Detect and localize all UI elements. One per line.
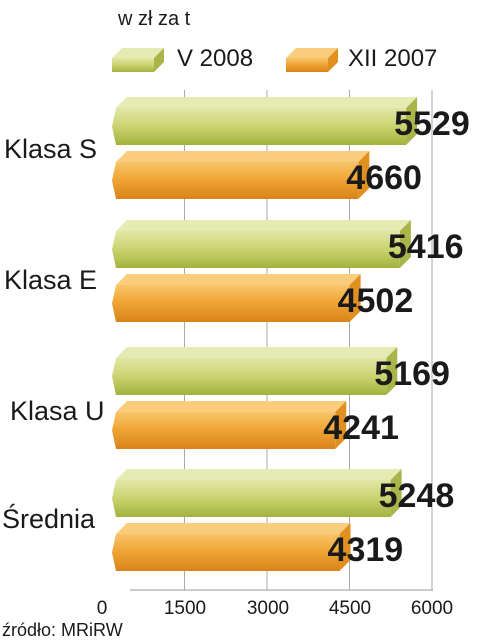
legend-label-v-2008: V 2008 (177, 45, 253, 72)
bar-srednia-v-2008 (112, 469, 402, 517)
x-tick-1500: 1500 (164, 598, 206, 619)
bar-top (116, 523, 351, 534)
bar-klasa-s-v-2008 (112, 97, 418, 145)
bar-side (406, 97, 418, 145)
bar-front (112, 412, 336, 449)
bar-front (112, 162, 359, 199)
bar-top (116, 151, 370, 162)
legend-swatch-v-2008 (112, 48, 164, 72)
bar-side (339, 523, 351, 571)
value-label-klasa-e-v-2008: 5416 (388, 228, 464, 266)
category-label-klasa-u: Klasa U (10, 396, 105, 426)
value-label-klasa-e-xii-2007: 4502 (338, 282, 414, 320)
bar-klasa-e-xii-2007 (112, 274, 361, 322)
bar-side (358, 151, 370, 199)
bar-front (112, 231, 400, 268)
bar-klasa-u-xii-2007 (112, 401, 347, 449)
bar-top (116, 274, 361, 285)
bar-top (116, 469, 402, 480)
swatch-top (112, 48, 164, 58)
bar-side (399, 220, 411, 268)
bar-front (112, 358, 387, 395)
bar-top (116, 401, 347, 412)
category-label-klasa-e: Klasa E (4, 265, 97, 295)
legend-swatch-xii-2007 (286, 48, 338, 72)
value-label-srednia-v-2008: 5248 (379, 477, 455, 515)
swatch-front (286, 58, 328, 72)
bar-top (116, 220, 411, 231)
legend: V 2008 XII 2007 (112, 45, 437, 72)
bar-top (116, 347, 398, 358)
bar-front (112, 108, 407, 145)
bar-front (112, 285, 350, 322)
swatch-side (328, 48, 338, 72)
bar-klasa-u-v-2008 (112, 347, 398, 395)
bar-klasa-e-v-2008 (112, 220, 411, 268)
bar-klasa-s-xii-2007 (112, 151, 370, 199)
value-label-klasa-u-v-2008: 5169 (374, 355, 450, 393)
swatch-top (286, 48, 338, 58)
x-tick-6000: 6000 (411, 598, 453, 619)
category-label-klasa-s: Klasa S (4, 134, 97, 164)
bar-side (349, 274, 361, 322)
bar-side (390, 469, 402, 517)
value-label-klasa-u-xii-2007: 4241 (323, 409, 399, 447)
bar-side (335, 401, 347, 449)
category-label-srednia: Średnia (2, 502, 96, 534)
value-label-klasa-s-v-2008: 5529 (394, 105, 470, 143)
unit-label: w zł za t (117, 8, 191, 30)
bar-side (386, 347, 398, 395)
swatch-front (112, 58, 154, 72)
x-tick-3000: 3000 (247, 598, 289, 619)
value-label-srednia-xii-2007: 4319 (328, 531, 404, 569)
bar-front (112, 534, 340, 571)
value-labels: 5529 4660 5416 4502 5169 4241 5248 4319 (323, 105, 469, 569)
legend-label-xii-2007: XII 2007 (348, 45, 437, 72)
bar-top (116, 97, 418, 108)
bars (112, 97, 418, 571)
x-tick-0: 0 (97, 598, 108, 619)
swatch-side (154, 48, 164, 72)
bar-front (112, 480, 391, 517)
value-label-klasa-s-xii-2007: 4660 (346, 159, 422, 197)
x-tick-4500: 4500 (329, 598, 371, 619)
source-note: źródło: MRiRW (2, 620, 123, 640)
bar-srednia-xii-2007 (112, 523, 351, 571)
